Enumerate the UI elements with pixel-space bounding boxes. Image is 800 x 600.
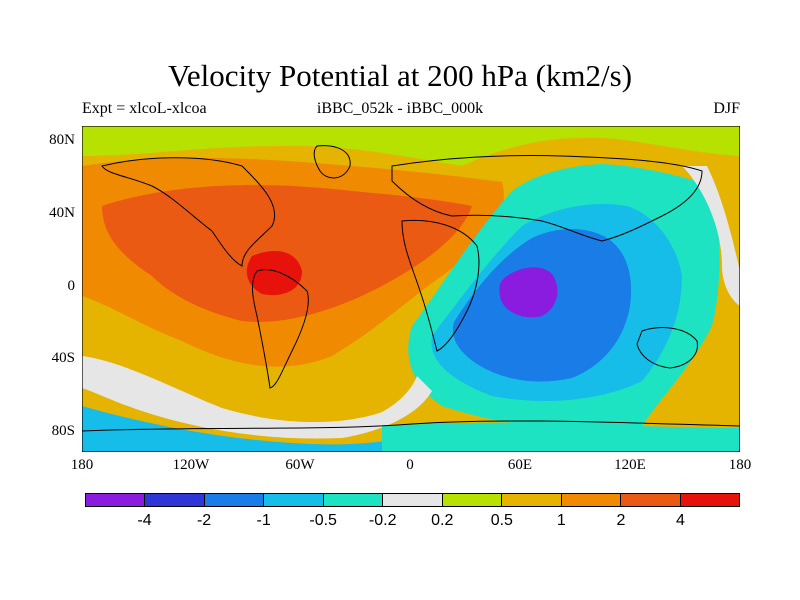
colorbar-swatch: [383, 494, 443, 506]
negative-region-core: [499, 267, 558, 318]
lon-tick-180w: 180: [70, 457, 94, 473]
colorbar-label: 4: [676, 512, 685, 529]
transition-band-south: [82, 356, 432, 439]
colorbar-swatch: [204, 494, 265, 506]
colorbar-swatch: [145, 494, 205, 506]
season-label: DJF: [713, 100, 740, 117]
colorbar-label: 1: [556, 512, 566, 529]
coast-greenland: [313, 145, 351, 179]
lat-tick-0: 0: [67, 278, 76, 294]
colorbar-swatch: [442, 494, 503, 506]
lon-tick-180e: 180: [728, 457, 752, 473]
lat-tick-40n: 40N: [49, 205, 75, 221]
positive-region-core: [246, 251, 302, 296]
coast-africa: [401, 219, 480, 352]
contour-fills: [82, 126, 740, 452]
coast-north-america: [101, 157, 276, 267]
coast-eurasia: [391, 155, 703, 242]
colorbar-swatch: [680, 494, 739, 506]
lon-tick-60e: 60E: [507, 457, 533, 473]
colorbar: [85, 493, 740, 507]
difference-label: iBBC_052k - iBBC_000k: [316, 100, 484, 117]
coast-south-america: [252, 269, 309, 389]
lat-tick-80n: 80N: [49, 132, 75, 148]
coast-australia: [636, 327, 698, 369]
colorbar-swatch: [561, 494, 622, 506]
lon-tick-60w: 60W: [285, 457, 315, 473]
colorbar-swatch: [264, 494, 324, 506]
lat-tick-80s: 80S: [51, 423, 75, 439]
velocity-potential-map: [82, 126, 740, 452]
colorbar-label: -1: [256, 512, 271, 529]
experiment-label: Expt = xlcoL-xlcoa: [82, 100, 207, 117]
colorbar-label: -2: [196, 512, 212, 529]
colorbar-swatch: [323, 494, 384, 506]
colorbar-swatch: [86, 494, 146, 506]
map-title: Velocity Potential at 200 hPa (km2/s): [167, 58, 633, 93]
lon-tick-0: 0: [406, 457, 414, 473]
colorbar-label: 0.5: [490, 512, 513, 529]
colorbar-swatch: [621, 494, 681, 506]
colorbar-label: -0.5: [309, 512, 337, 529]
lat-tick-40s: 40S: [51, 350, 75, 366]
colorbar-label: 2: [616, 512, 626, 529]
colorbar-label: -4: [137, 512, 152, 529]
coastlines: [82, 145, 740, 432]
colorbar-label: 0.2: [431, 512, 454, 529]
transition-band-east: [682, 166, 740, 306]
arctic-band: [82, 126, 740, 166]
lon-tick-120e: 120E: [614, 457, 646, 473]
colorbar-label: -0.2: [368, 512, 397, 529]
coast-antarctica: [82, 420, 740, 432]
negative-south-fill: [382, 422, 740, 452]
colorbar-swatch: [502, 494, 562, 506]
lon-tick-120w: 120W: [172, 457, 210, 473]
